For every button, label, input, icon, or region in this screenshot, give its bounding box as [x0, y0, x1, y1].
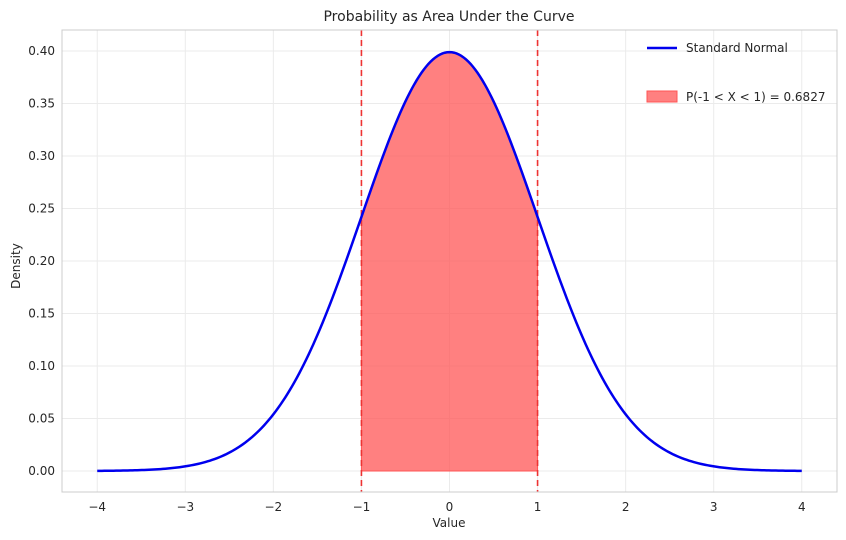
y-tick-label: 0.35 [28, 97, 55, 111]
legend-label-area: P(-1 < X < 1) = 0.6827 [686, 90, 825, 104]
chart-title: Probability as Area Under the Curve [323, 9, 574, 25]
y-tick-label: 0.30 [28, 149, 55, 163]
series-line-standard-normal [97, 50, 802, 473]
line-layer [97, 50, 802, 473]
x-tick-label: 1 [534, 500, 542, 514]
x-tick-label: 2 [622, 500, 630, 514]
x-tick-label: −3 [176, 500, 194, 514]
x-tick-label: −2 [265, 500, 283, 514]
x-tick-label: 4 [798, 500, 806, 514]
y-axis-ticks: 0.00 0.05 0.10 0.15 0.20 0.25 0.30 0.35 0.40 [28, 44, 55, 478]
x-tick-label: 3 [710, 500, 718, 514]
x-axis-ticks: −4 −3 −2 −1 0 1 2 3 4 [88, 500, 805, 514]
legend-area-swatch [646, 90, 678, 103]
legend-label-line: Standard Normal [686, 41, 788, 55]
x-tick-label: −1 [353, 500, 371, 514]
vline-layer [360, 30, 539, 492]
x-tick-label: 0 [446, 500, 454, 514]
y-tick-label: 0.10 [28, 359, 55, 373]
y-axis-label: Density [9, 243, 23, 289]
legend: Standard Normal P(-1 < X < 1) = 0.6827 [646, 41, 825, 104]
y-tick-label: 0.25 [28, 202, 55, 216]
y-tick-label: 0.00 [28, 464, 55, 478]
y-tick-label: 0.15 [28, 307, 55, 321]
y-tick-label: 0.40 [28, 44, 55, 58]
y-tick-label: 0.20 [28, 254, 55, 268]
x-tick-label: −4 [88, 500, 106, 514]
x-axis-label: Value [433, 516, 466, 530]
y-tick-label: 0.05 [28, 412, 55, 426]
plot-frame [61, 29, 838, 493]
